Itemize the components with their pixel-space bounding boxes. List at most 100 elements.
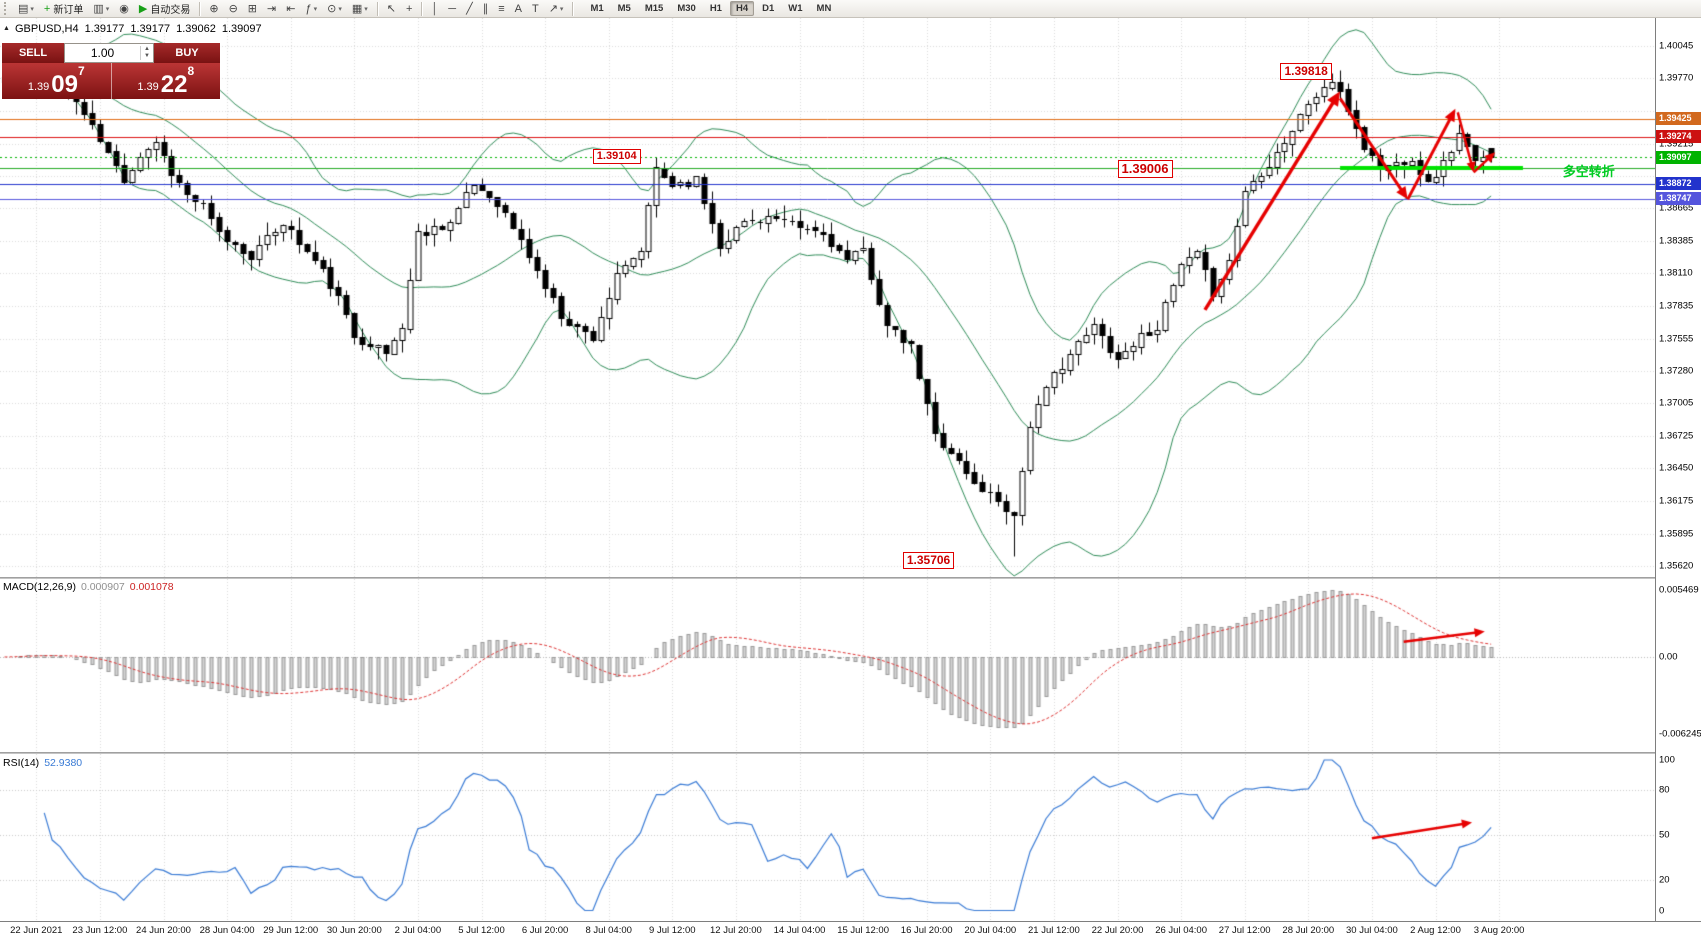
main-chart-canvas[interactable] xyxy=(0,18,1655,577)
price-axis-label: 1.36175 xyxy=(1659,495,1694,507)
chart-profiles-button[interactable]: ▥ ▾ xyxy=(89,0,113,18)
buy-button[interactable]: BUY xyxy=(154,43,220,63)
price-axis-label: 1.36450 xyxy=(1659,462,1694,474)
new-order-button-label: 新订单 xyxy=(53,5,84,16)
price-tag-1.39097: 1.39097 xyxy=(1656,150,1701,164)
autoscroll-button[interactable]: ⇥ xyxy=(263,0,280,18)
price-axis-label: 1.38110 xyxy=(1659,267,1693,279)
timeframe-W1-button[interactable]: W1 xyxy=(788,3,803,14)
ohlc-high: 1.39177 xyxy=(130,23,171,35)
ohlc-low: 1.39062 xyxy=(176,23,216,35)
time-axis-label: 27 Jul 12:00 xyxy=(1218,925,1271,936)
indicators-button[interactable]: ƒ ▾ xyxy=(301,0,321,18)
lot-size-value[interactable]: 1.00 xyxy=(90,46,115,60)
autotrade-button[interactable]: ▶ 自动交易 xyxy=(135,0,194,18)
zoom-out-button[interactable]: ⊖ xyxy=(225,0,242,18)
text-tool-button[interactable]: A xyxy=(511,0,526,18)
caret-down-icon: ▾ xyxy=(338,5,342,13)
zoom-in-button[interactable]: ⊕ xyxy=(205,0,222,18)
buy-price-display[interactable]: 1.39 22 8 xyxy=(112,63,221,99)
horizontal-line-button[interactable]: ─ xyxy=(444,0,460,18)
time-axis-label: 8 Jul 04:00 xyxy=(585,925,632,936)
price-axis-label: 0.00 xyxy=(1659,651,1678,663)
timeframe-D1-button[interactable]: D1 xyxy=(762,3,775,14)
cursor-tool-button[interactable]: ↖ xyxy=(383,0,400,18)
time-axis-label: 6 Jul 20:00 xyxy=(521,925,569,936)
time-axis-label: 23 Jun 12:00 xyxy=(72,925,128,936)
price-axis: 1.40045 1.39770 1.39215 1.38665 1.38385 1.381… xyxy=(1655,18,1701,921)
buy-price-prefix: 1.39 xyxy=(137,81,159,93)
price-axis-label: 50 xyxy=(1659,829,1670,841)
price-axis-label: 1.37555 xyxy=(1659,333,1694,345)
time-axis-label: 2 Aug 12:00 xyxy=(1410,925,1461,936)
timeframe-H4-button[interactable]: H4 xyxy=(729,1,755,16)
time-axis-label: 14 Jul 04:00 xyxy=(773,925,826,936)
tile-windows-button[interactable]: ⊞ xyxy=(244,0,261,18)
new-chart-icon: ▤ xyxy=(18,2,29,15)
one-click-collapse-arrow[interactable]: ▲ xyxy=(3,25,10,32)
lot-size-field[interactable]: 1.00 ▲ ▼ xyxy=(64,43,154,63)
timeframe-M5-button[interactable]: M5 xyxy=(617,3,631,14)
rsi-panel-canvas[interactable] xyxy=(0,754,1655,921)
toolbar-separator xyxy=(376,1,378,16)
timeframe-M15-button[interactable]: M15 xyxy=(644,3,664,14)
channel-icon: ∥ xyxy=(482,2,489,15)
time-axis-label: 26 Jul 04:00 xyxy=(1155,925,1207,936)
toolbar-separator xyxy=(199,1,201,16)
price-axis-label: 1.39770 xyxy=(1659,72,1694,84)
timeframe-H1-button[interactable]: H1 xyxy=(709,3,722,14)
vertical-line-icon: │ xyxy=(431,2,439,15)
crosshair-tool-icon: + xyxy=(405,2,413,15)
macd-indicator-label: MACD(12,26,9) 0.000907 0.001078 xyxy=(3,581,179,593)
alerts-button[interactable]: ◉ xyxy=(115,0,133,18)
text-label-button[interactable]: T xyxy=(528,0,543,18)
price-axis-label: 1.37005 xyxy=(1659,397,1694,409)
price-axis-label: 1.37835 xyxy=(1659,300,1694,312)
price-tag-1.38872: 1.38872 xyxy=(1656,177,1701,191)
spinner-down-icon[interactable]: ▼ xyxy=(144,53,150,59)
time-axis-label: 22 Jun 2021 xyxy=(10,925,63,936)
text-tool-icon: A xyxy=(514,2,522,15)
price-axis-label: 1.38665 xyxy=(1659,202,1694,214)
autoscroll-icon: ⇥ xyxy=(267,2,277,15)
autotrade-icon: ▶ xyxy=(138,2,148,15)
channel-button[interactable]: ∥ xyxy=(479,0,493,18)
crosshair-tool-button[interactable]: + xyxy=(402,0,416,18)
periods-button[interactable]: ⊙ ▾ xyxy=(323,0,346,18)
sell-price-display[interactable]: 1.39 09 7 xyxy=(2,63,112,99)
ohlc-open: 1.39177 xyxy=(84,23,125,35)
arrows-button[interactable]: ↗ ▾ xyxy=(545,0,568,18)
top-toolbar: ▤ ▾ + 新订单 ▥ ▾ ◉ ▶ 自动交易 ⊕ ⊖ ⊞ ⇥ ⇤ ƒ ▾ ⊙ ▾ ▦ ▾ ↖ + │ ─ ╱ ∥ ≡ A T ↗ ▾ M1 M5… xyxy=(0,0,1701,18)
rsi-name: RSI(14) xyxy=(3,757,40,769)
sell-button[interactable]: SELL xyxy=(2,43,64,63)
macd-panel-canvas[interactable] xyxy=(0,579,1655,752)
spinner-up-icon[interactable]: ▲ xyxy=(144,46,150,52)
periods-icon: ⊙ xyxy=(327,2,337,15)
trendline-button[interactable]: ╱ xyxy=(462,0,477,18)
time-axis-label: 21 Jul 12:00 xyxy=(1028,925,1080,936)
timeframe-toolbar: M1 M5 M15 M30 H1 H4 D1 W1 MN xyxy=(583,1,838,16)
price-axis-label: 80 xyxy=(1659,784,1670,796)
cursor-tool-icon: ↖ xyxy=(386,2,396,15)
toolbar-separator xyxy=(572,1,574,16)
panel-separator[interactable] xyxy=(0,752,1701,754)
templates-button[interactable]: ▦ ▾ xyxy=(348,0,372,18)
price-axis-label: 0.005469 xyxy=(1659,584,1699,596)
chart-shift-button[interactable]: ⇤ xyxy=(282,0,299,18)
indicators-icon: ƒ xyxy=(305,2,312,15)
vertical-line-button[interactable]: │ xyxy=(427,0,442,18)
new-chart-button[interactable]: ▤ ▾ xyxy=(14,0,38,18)
panel-separator[interactable] xyxy=(0,577,1701,579)
timeframe-M1-button[interactable]: M1 xyxy=(590,3,604,14)
time-axis-label: 28 Jun 04:00 xyxy=(199,925,255,936)
chart-profiles-icon: ▥ xyxy=(93,2,104,15)
timeframe-M30-button[interactable]: M30 xyxy=(677,3,696,14)
new-order-button[interactable]: + 新订单 xyxy=(40,0,87,18)
sell-price-big: 09 xyxy=(51,71,78,98)
fibonacci-button[interactable]: ≡ xyxy=(494,0,508,18)
timeframe-MN-button[interactable]: MN xyxy=(816,3,832,14)
chart-shift-icon: ⇤ xyxy=(286,2,296,15)
chart-window: ▲ GBPUSD,H4 1.39177 1.39177 1.39062 1.39097 … xyxy=(0,18,1701,939)
reversal-annotation-text: 多空转折 xyxy=(1562,163,1615,179)
ohlc-close: 1.39097 xyxy=(221,23,262,35)
